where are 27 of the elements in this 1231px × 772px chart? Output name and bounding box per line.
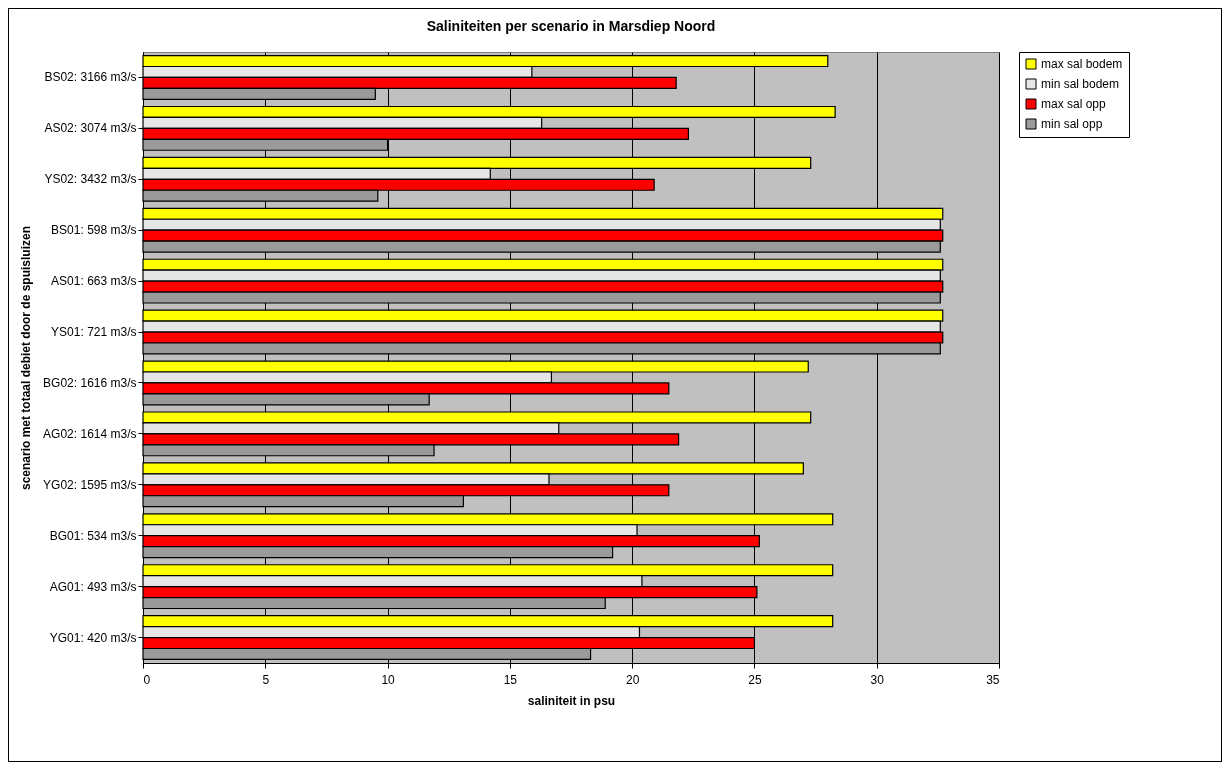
chart-title: Saliniteiten per scenario in Marsdiep Noord — [426, 17, 716, 34]
x-axis-title: saliniteit in psu — [527, 693, 616, 708]
legend-label: max sal opp — [1041, 97, 1107, 111]
legend-label: max sal bodem — [1041, 57, 1123, 71]
x-tick-label: 30 — [870, 672, 885, 687]
y-tick-label: AG01: 493 m3/s — [49, 579, 137, 594]
y-axis-title: scenario met totaal debiet door de spuisluizen — [19, 225, 34, 491]
y-tick-label: BS02: 3166 m3/s — [44, 70, 137, 85]
y-tick-label: AS02: 3074 m3/s — [44, 121, 137, 136]
y-tick-label: BG01: 534 m3/s — [49, 528, 137, 543]
legend-label: min sal opp — [1041, 117, 1103, 131]
x-tick-label: 25 — [748, 672, 762, 687]
x-tick-label: 15 — [503, 672, 518, 687]
x-tick-label: 10 — [381, 672, 396, 687]
y-tick-label: BG02: 1616 m3/s — [43, 375, 137, 390]
x-tick-label: 0 — [143, 672, 151, 687]
y-tick-label: YG01: 420 m3/s — [49, 630, 137, 645]
y-tick-label: YS02: 3432 m3/s — [44, 172, 137, 187]
x-tick-label: 35 — [986, 672, 1000, 687]
y-tick-label: BS01: 598 m3/s — [51, 223, 137, 238]
x-tick-label: 5 — [262, 672, 270, 687]
x-tick-label: 20 — [625, 672, 640, 687]
y-tick-label: AS01: 663 m3/s — [51, 274, 137, 289]
legend-label: min sal bodem — [1041, 77, 1120, 91]
y-tick-label: AG02: 1614 m3/s — [43, 426, 137, 441]
y-tick-label: YG02: 1595 m3/s — [43, 477, 137, 492]
y-tick-label: YS01: 721 m3/s — [51, 325, 137, 340]
